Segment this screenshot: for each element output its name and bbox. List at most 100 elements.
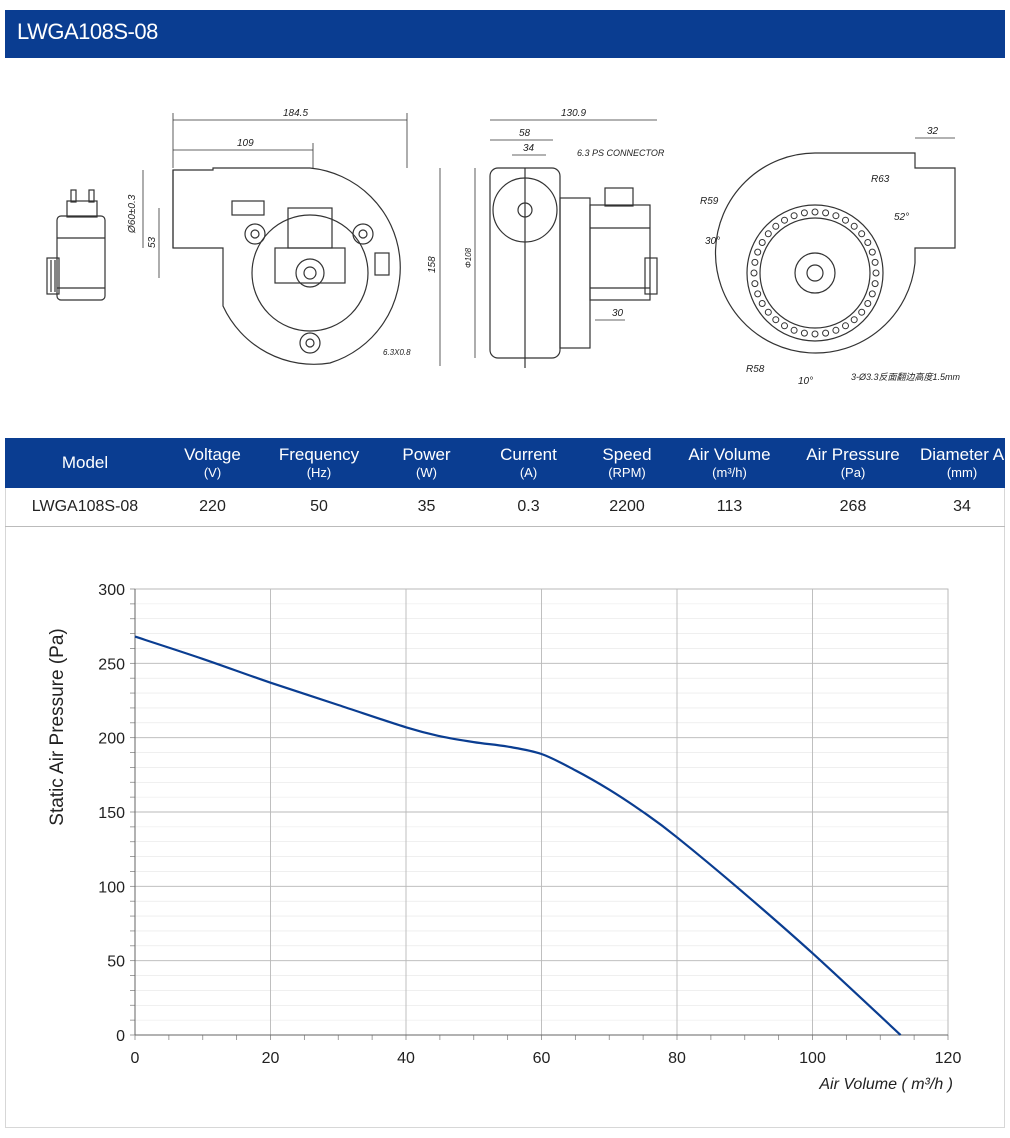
vent-hole xyxy=(858,230,866,238)
header-power: Power (W) xyxy=(402,445,451,480)
x-tick-label: 0 xyxy=(131,1050,140,1067)
vent-hole xyxy=(764,230,772,238)
vent-hole xyxy=(751,258,759,266)
cell-air-volume: 113 xyxy=(716,498,743,515)
header-voltage: Voltage (V) xyxy=(184,445,241,480)
header-air-pressure: Air Pressure (Pa) xyxy=(806,445,900,480)
vent-holes xyxy=(750,208,880,338)
header-frequency: Frequency (Hz) xyxy=(278,445,360,480)
vent-hole xyxy=(864,300,872,307)
vent-hole xyxy=(754,290,762,298)
x-tick-label: 60 xyxy=(533,1050,551,1067)
vent-hole xyxy=(868,290,876,298)
x-tick-label: 100 xyxy=(799,1050,826,1067)
dim-52-deg: 52° xyxy=(894,212,909,223)
vent-hole xyxy=(850,222,858,230)
vent-hole xyxy=(822,329,830,337)
y-axis-label: Static Air Pressure (Pa) xyxy=(47,628,68,825)
header-current: Current (A) xyxy=(500,445,557,480)
dim-184-5: 184.5 xyxy=(283,108,308,119)
y-tick-label: 0 xyxy=(116,1028,125,1045)
side-view-small xyxy=(46,189,106,301)
vent-hole xyxy=(811,330,819,338)
vent-hole xyxy=(790,212,798,220)
cell-current: 0.3 xyxy=(517,498,540,515)
vent-hole xyxy=(872,269,880,277)
y-tick-label: 50 xyxy=(107,954,125,971)
cell-model: LWGA108S-08 xyxy=(31,498,139,515)
vent-hole xyxy=(758,239,766,246)
dim-34: 34 xyxy=(523,143,535,154)
spec-table-header: Model Voltage (V) Frequency (Hz) Power (W) … xyxy=(5,438,1005,488)
performance-chart: 0 50 100 150 200 250 300 0 20 40 60 80 100 120 Static… xyxy=(5,527,1005,1127)
dim-r63: R63 xyxy=(871,174,890,185)
dim-r59: R59 xyxy=(700,196,719,207)
x-axis-label: Air Volume ( m³/h ) xyxy=(818,1076,953,1093)
cell-frequency: 50 xyxy=(310,498,328,515)
dim-158: 158 xyxy=(427,256,438,273)
cell-voltage: 220 xyxy=(199,498,226,515)
page-title: LWGA108S-08 xyxy=(17,19,158,44)
vent-hole xyxy=(868,248,876,256)
vent-hole xyxy=(758,300,766,307)
connector-label: 6.3 PS CONNECTOR xyxy=(577,148,665,158)
chart-svg: 0 50 100 150 200 250 300 0 20 40 60 80 100 120 Static… xyxy=(47,582,962,1093)
x-tick-label: 120 xyxy=(935,1050,962,1067)
vent-hole xyxy=(858,308,866,316)
vent-hole xyxy=(751,280,759,288)
pressure-curve xyxy=(134,635,902,1036)
vent-hole xyxy=(811,208,819,216)
vent-hole xyxy=(822,209,830,217)
drawing-svg: 184.5 109 Ø60±0.3 53 158 6.3X0.8 130.9 5… xyxy=(46,108,961,387)
side-section-view xyxy=(489,167,658,368)
vent-hole xyxy=(750,269,758,277)
cell-power: 35 xyxy=(417,498,436,515)
vent-hole xyxy=(781,322,788,330)
cell-speed: 2200 xyxy=(609,498,645,515)
front-view xyxy=(172,167,401,365)
dim-30-deg: 30° xyxy=(705,236,720,247)
holes-note: 3-Ø3.3反面翻边高度1.5mm xyxy=(851,372,961,382)
vent-hole xyxy=(832,212,840,220)
y-tick-label: 100 xyxy=(98,879,125,896)
dim-10-deg: 10° xyxy=(798,376,813,387)
dim-60: Ø60±0.3 xyxy=(127,194,138,234)
dim-r58: R58 xyxy=(746,364,765,375)
technical-drawings: 184.5 109 Ø60±0.3 53 158 6.3X0.8 130.9 5… xyxy=(5,58,1005,438)
x-tick-label: 80 xyxy=(668,1050,686,1067)
cell-diameter-a: 34 xyxy=(953,498,971,515)
dim-109: 109 xyxy=(237,138,254,149)
dim-6-3x0-8: 6.3X0.8 xyxy=(383,348,411,357)
y-tick-label: 200 xyxy=(98,731,125,748)
vent-hole xyxy=(864,239,872,246)
rear-view xyxy=(714,152,956,354)
dim-130-9: 130.9 xyxy=(561,108,586,119)
x-tick-label: 40 xyxy=(397,1050,415,1067)
dim-108: Φ108 xyxy=(464,247,473,268)
vent-hole xyxy=(842,322,849,330)
header-speed: Speed (RPM) xyxy=(602,445,652,480)
dim-30: 30 xyxy=(612,308,624,319)
header-model: Model xyxy=(61,453,109,472)
title-bar: LWGA108S-08 xyxy=(5,10,1005,58)
dim-58: 58 xyxy=(519,128,531,139)
table-row: LWGA108S-08 220 50 35 0.3 2200 113 268 3… xyxy=(5,488,1005,527)
vent-hole xyxy=(781,216,788,224)
vent-hole xyxy=(772,316,780,324)
vent-hole xyxy=(800,329,808,337)
vent-hole xyxy=(764,308,772,316)
x-tick-label: 20 xyxy=(262,1050,280,1067)
vent-hole xyxy=(871,280,879,288)
dim-32: 32 xyxy=(927,126,939,137)
vent-hole xyxy=(754,248,762,256)
vent-hole xyxy=(842,216,849,224)
y-tick-label: 150 xyxy=(98,805,125,822)
vent-hole xyxy=(850,316,858,324)
vent-hole xyxy=(790,326,798,334)
vent-hole xyxy=(832,326,840,334)
vent-hole xyxy=(772,222,780,230)
header-air-volume: Air Volume (m³/h) xyxy=(688,445,771,480)
header-diameter-a: Diameter A (mm) xyxy=(919,445,1005,480)
y-tick-label: 250 xyxy=(98,656,125,673)
dim-53: 53 xyxy=(147,236,158,248)
